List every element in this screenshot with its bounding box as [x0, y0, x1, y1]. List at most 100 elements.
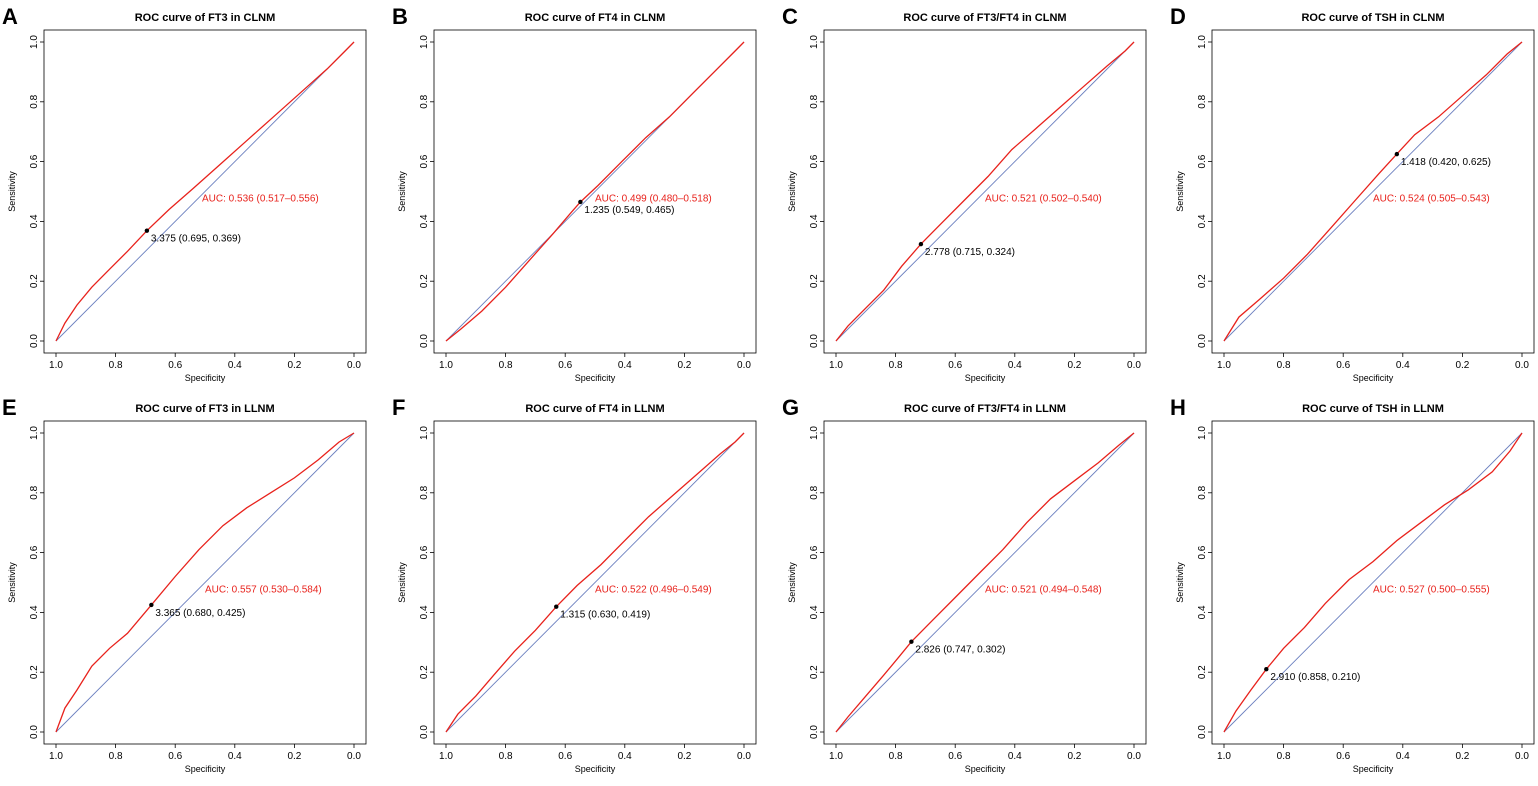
- y-tick-label: 0.0: [809, 725, 820, 739]
- chart-title: ROC curve of FT3 in LLNM: [135, 403, 274, 415]
- x-tick-label: 0.4: [1396, 360, 1410, 371]
- reference-diagonal: [1223, 41, 1523, 342]
- y-axis-label: Sensitivity: [7, 171, 17, 212]
- y-axis-label: Sensitivity: [787, 171, 797, 212]
- y-tick-label: 0.8: [1197, 485, 1208, 499]
- y-tick-label: 0.6: [809, 154, 820, 168]
- cutoff-label: 1.418 (0.420, 0.625): [1401, 157, 1491, 168]
- roc-panel-g: G ROC curve of FT3/FT4 in LLNM 1.0 0.8 0.6 0.…: [782, 395, 1147, 774]
- reference-diagonal: [445, 432, 745, 733]
- y-tick-label: 0.0: [809, 334, 820, 348]
- panel-letter: H: [1170, 395, 1186, 420]
- y-tick-label: 0.0: [419, 334, 430, 348]
- roc-panel-e: E ROC curve of FT3 in LLNM 1.0 0.8 0.6 0.4 0.2…: [2, 395, 367, 774]
- cutoff-label: 2.910 (0.858, 0.210): [1270, 672, 1360, 683]
- reference-diagonal: [1223, 432, 1523, 733]
- chart-title: ROC curve of FT4 in LLNM: [525, 403, 664, 415]
- y-tick-label: 1.0: [29, 35, 40, 49]
- y-tick-label: 0.2: [419, 274, 430, 288]
- reference-diagonal: [835, 41, 1135, 342]
- plot-frame: [433, 420, 757, 745]
- x-tick-label: 0.8: [1277, 360, 1291, 371]
- cutoff-label: 3.365 (0.680, 0.425): [155, 608, 245, 619]
- reference-diagonal: [55, 41, 355, 342]
- y-axis-label: Sensitivity: [1175, 171, 1185, 212]
- y-tick-label: 0.0: [1197, 334, 1208, 348]
- roc-curve: [1223, 41, 1523, 342]
- x-tick-label: 0.0: [1127, 751, 1141, 762]
- x-axis-label: Specificity: [185, 373, 226, 383]
- y-tick-label: 0.0: [29, 725, 40, 739]
- x-tick-label: 1.0: [49, 360, 63, 371]
- y-tick-label: 0.6: [1197, 154, 1208, 168]
- chart-title: ROC curve of FT4 in CLNM: [525, 12, 666, 24]
- x-tick-label: 0.2: [287, 360, 301, 371]
- cutoff-label: 1.235 (0.549, 0.465): [584, 205, 674, 216]
- chart-title: ROC curve of FT3 in CLNM: [135, 12, 276, 24]
- y-tick-label: 1.0: [809, 426, 820, 440]
- x-tick-label: 0.6: [948, 360, 962, 371]
- y-tick-label: 0.4: [809, 605, 820, 619]
- auc-label: AUC: 0.521 (0.494–0.548): [985, 584, 1102, 595]
- x-axis-label: Specificity: [575, 373, 616, 383]
- x-tick-label: 0.4: [618, 360, 632, 371]
- cutoff-point: [909, 639, 914, 644]
- plot-frame: [43, 420, 367, 745]
- x-tick-label: 0.8: [499, 360, 513, 371]
- y-tick-label: 0.4: [809, 214, 820, 228]
- roc-panel-d: D ROC curve of TSH in CLNM 1.0 0.8 0.6 0.4 0.2…: [1170, 4, 1535, 383]
- cutoff-point: [554, 604, 559, 609]
- y-tick-label: 0.8: [29, 485, 40, 499]
- roc-curve: [835, 41, 1135, 342]
- x-tick-label: 0.0: [1515, 360, 1529, 371]
- cutoff-point: [918, 241, 924, 247]
- y-tick-label: 0.4: [419, 605, 430, 619]
- cutoff-label: 3.375 (0.695, 0.369): [151, 234, 241, 245]
- y-tick-label: 0.8: [1197, 94, 1208, 108]
- auc-label: AUC: 0.521 (0.502–0.540): [985, 193, 1102, 204]
- y-axis-label: Sensitivity: [397, 562, 407, 603]
- chart-title: ROC curve of FT3/FT4 in CLNM: [903, 12, 1066, 24]
- x-tick-label: 0.6: [948, 751, 962, 762]
- reference-diagonal: [835, 432, 1135, 733]
- cutoff-point: [1394, 151, 1400, 157]
- y-tick-label: 0.6: [809, 545, 820, 559]
- x-tick-label: 0.0: [347, 751, 361, 762]
- y-axis-label: Sensitivity: [1175, 562, 1185, 603]
- y-tick-label: 0.0: [1197, 725, 1208, 739]
- chart-title: ROC curve of FT3/FT4 in LLNM: [904, 403, 1066, 415]
- y-tick-label: 0.2: [29, 274, 40, 288]
- x-axis-label: Specificity: [965, 373, 1006, 383]
- x-tick-label: 0.8: [1277, 751, 1291, 762]
- auc-label: AUC: 0.524 (0.505–0.543): [1373, 193, 1490, 204]
- y-tick-label: 0.4: [419, 214, 430, 228]
- x-axis-label: Specificity: [1353, 764, 1394, 774]
- x-tick-label: 0.2: [677, 360, 691, 371]
- cutoff-point: [1264, 667, 1269, 672]
- x-tick-label: 0.6: [558, 360, 572, 371]
- x-tick-label: 0.6: [558, 751, 572, 762]
- x-tick-label: 0.2: [1067, 360, 1081, 371]
- cutoff-label: 2.778 (0.715, 0.324): [925, 247, 1015, 258]
- x-tick-label: 1.0: [49, 751, 63, 762]
- x-tick-label: 0.0: [1127, 360, 1141, 371]
- x-tick-label: 1.0: [439, 360, 453, 371]
- x-tick-label: 0.6: [1336, 751, 1350, 762]
- x-tick-label: 0.2: [1455, 360, 1469, 371]
- plot-frame: [823, 29, 1147, 354]
- y-tick-label: 0.6: [29, 154, 40, 168]
- plot-frame: [433, 29, 757, 354]
- x-tick-label: 0.6: [1336, 360, 1350, 371]
- x-tick-label: 0.4: [1008, 360, 1022, 371]
- x-tick-label: 0.2: [1067, 751, 1081, 762]
- reference-diagonal: [55, 432, 355, 733]
- panel-letter: B: [392, 4, 408, 29]
- x-tick-label: 0.6: [168, 360, 182, 371]
- y-tick-label: 0.2: [1197, 274, 1208, 288]
- y-tick-label: 1.0: [809, 35, 820, 49]
- y-tick-label: 1.0: [29, 426, 40, 440]
- y-tick-label: 0.4: [1197, 605, 1208, 619]
- auc-label: AUC: 0.536 (0.517–0.556): [202, 193, 319, 204]
- panel-letter: A: [2, 4, 18, 29]
